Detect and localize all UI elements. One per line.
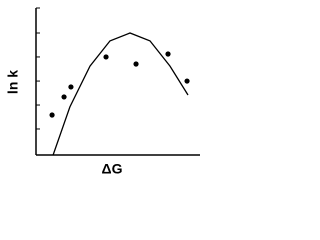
fit-curve (52, 32, 189, 156)
page: {"chart_data": {"type": "scatter", "xlab… (4, 7, 200, 177)
chart: ln k ΔG (5, 7, 200, 177)
data-point (103, 54, 109, 60)
data-point (133, 61, 139, 67)
data-point (68, 84, 74, 90)
data-point (61, 94, 67, 100)
data-point (49, 112, 55, 118)
y-axis-label: ln k (5, 70, 21, 94)
data-point (184, 78, 190, 84)
data-point (165, 51, 171, 57)
x-axis-label: ΔG (102, 161, 123, 177)
